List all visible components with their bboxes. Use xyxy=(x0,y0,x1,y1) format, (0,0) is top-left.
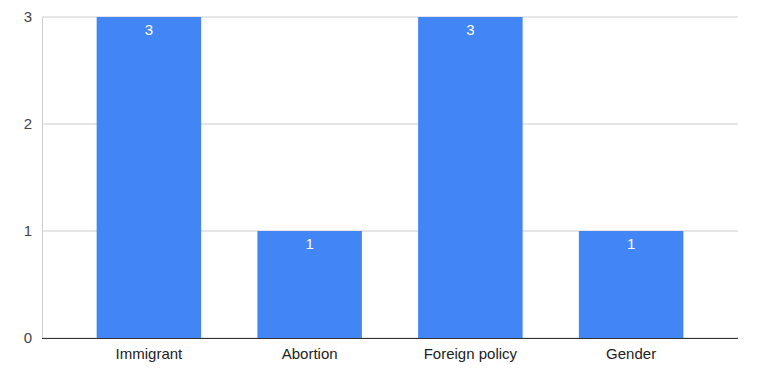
y-axis-line xyxy=(42,18,43,339)
chart: 0 1 2 3 Immigrant Abortion Foreign policy Gende… xyxy=(0,0,766,378)
data-labels: 3 1 3 1 xyxy=(145,21,636,252)
y-axis: 0 1 2 3 xyxy=(24,8,43,346)
y-tick-label: 2 xyxy=(24,115,32,132)
bars xyxy=(97,17,684,338)
bar xyxy=(418,17,522,338)
y-tick-label: 0 xyxy=(24,329,32,346)
data-label: 3 xyxy=(466,21,474,38)
x-tick-label: Gender xyxy=(606,345,656,362)
x-tick: Foreign policy xyxy=(424,338,518,362)
x-axis-line xyxy=(42,338,738,339)
data-label: 1 xyxy=(305,235,313,252)
y-tick-label: 1 xyxy=(24,222,32,239)
y-tick: 1 xyxy=(24,222,42,239)
x-tick-label: Foreign policy xyxy=(424,345,518,362)
bar xyxy=(579,231,683,338)
x-tick: Immigrant xyxy=(116,338,184,362)
bar xyxy=(97,17,201,338)
y-tick-label: 3 xyxy=(24,8,32,25)
x-tick: Abortion xyxy=(282,338,338,362)
bar xyxy=(257,231,361,338)
grid xyxy=(42,17,738,338)
y-tick: 3 xyxy=(24,8,42,25)
y-tick: 2 xyxy=(24,115,42,132)
x-tick-label: Immigrant xyxy=(116,345,184,362)
data-label: 3 xyxy=(145,21,153,38)
y-tick: 0 xyxy=(24,329,42,346)
x-tick-label: Abortion xyxy=(282,345,338,362)
data-label: 1 xyxy=(627,235,635,252)
x-axis: Immigrant Abortion Foreign policy Gender xyxy=(42,338,738,362)
x-tick: Gender xyxy=(606,338,656,362)
